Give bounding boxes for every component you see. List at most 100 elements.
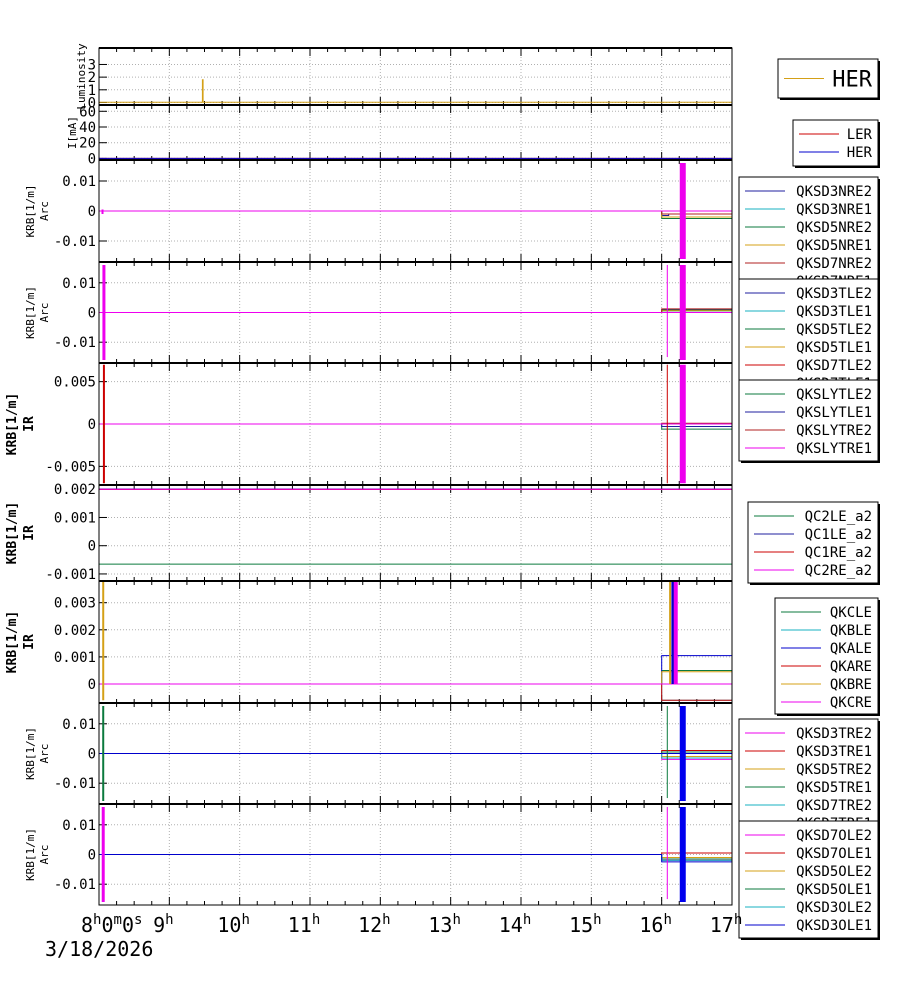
- series-line-qksd7ole2: [99, 854, 732, 861]
- y-tick-label: 0: [88, 306, 96, 322]
- y-tick-label: 0.003: [54, 596, 96, 612]
- legend-label-qksd3nre1: QKSD3NRE1: [796, 202, 872, 218]
- legend-box: [738, 176, 879, 292]
- legend-label-qc1le_a2: QC1LE_a2: [805, 527, 872, 543]
- series-line-qkbre: [99, 671, 732, 685]
- legend-box: [792, 119, 879, 167]
- series-line-qksd3ole1: [99, 854, 732, 863]
- legend-label-qksd3nre2: QKSD3NRE2: [796, 184, 872, 200]
- y-tick-label: 20: [79, 136, 96, 152]
- legend-label-qkale: QKALE: [830, 641, 872, 657]
- legend-label-qkcre: QKCRE: [830, 695, 872, 711]
- y-tick-label: 3: [88, 57, 96, 73]
- legend-label-qkare: QKARE: [830, 659, 872, 675]
- y-tick-label: -0.01: [54, 234, 96, 250]
- legend: QKSD3NRE2 QKSD3NRE1 QKSD5NRE2 QKSD5NRE1 QKSD…: [738, 176, 880, 293]
- panel-frame: [98, 104, 733, 161]
- legend: QKSD7OLE2 QKSD7OLE1 QKSD5OLE2 QKSD5OLE1 QKSD…: [738, 820, 880, 940]
- legend-label-qksd3tre1: QKSD3TRE1: [796, 744, 872, 760]
- y-axis-label: Luminosity: [75, 43, 88, 110]
- legend-label-qksd5nre2: QKSD5NRE2: [796, 220, 872, 236]
- y-tick-label: 60: [79, 104, 96, 120]
- x-tick-label: 8h0m0s: [81, 912, 142, 937]
- legend-label-qksd7ole2: QKSD7OLE2: [796, 828, 872, 844]
- series-line-qksd5nre1: [99, 210, 732, 218]
- legend: LER HER: [792, 119, 880, 168]
- y-tick-label: -0.01: [54, 877, 96, 893]
- series-line-qksd5nre2: [99, 210, 732, 219]
- legend-label-qksd5ole2: QKSD5OLE2: [796, 864, 872, 880]
- legend-label-qksd7ole1: QKSD7OLE1: [796, 846, 872, 862]
- x-tick-label: 13h: [428, 912, 461, 937]
- y-axis-label: KRB[1/m]: [5, 393, 20, 456]
- panel-qc: 0.002 0.001 0 -0.001 KRB[1/m] IR QC2LE_a2 QC1LE…: [5, 482, 880, 585]
- legend-label-qc2le_a2: QC2LE_a2: [805, 509, 872, 525]
- y-axis-sublabel: IR: [22, 634, 37, 650]
- legend-box: [774, 597, 879, 715]
- series-line-qksd5ole1: [99, 854, 732, 860]
- legend: QKSD3TLE2 QKSD3TLE1 QKSD5TLE2 QKSD5TLE1 QKSD…: [738, 278, 880, 395]
- y-tick-label: 1: [88, 83, 96, 99]
- x-tick-label: 14h: [499, 912, 532, 937]
- x-tick-label: 15h: [569, 912, 602, 937]
- y-axis-sublabel: IR: [22, 416, 37, 432]
- y-tick-label: 0.01: [62, 276, 96, 292]
- legend-label-her: HER: [847, 145, 873, 161]
- y-tick-label: -0.01: [54, 335, 96, 351]
- y-axis-label: KRB[1/m]: [24, 828, 37, 881]
- legend-label-qkslytle2: QKSLYTLE2: [796, 387, 872, 403]
- series-line-qkslytle2: [99, 423, 732, 430]
- y-tick-label: 0.002: [54, 482, 96, 498]
- y-axis-sublabel: IR: [22, 525, 37, 541]
- y-axis-label: KRB[1/m]: [24, 727, 37, 780]
- y-tick-label: 0.01: [62, 174, 96, 190]
- legend: QKCLE QKBLE QKALE QKARE QKBRE QKCRE: [774, 597, 880, 716]
- legend-label-qksd7tle2: QKSD7TLE2: [796, 358, 872, 374]
- legend: HER: [777, 58, 880, 100]
- legend-label-ler: LER: [847, 127, 873, 143]
- legend: QC2LE_a2 QC1LE_a2 QC1RE_a2 QC2RE_a2: [747, 501, 880, 585]
- legend-label-qksd5tre1: QKSD5TRE1: [796, 780, 872, 796]
- series-line-qkble: [99, 683, 732, 701]
- y-axis-sublabel: Arc: [38, 845, 51, 865]
- y-tick-label: 0.001: [54, 650, 96, 666]
- y-tick-label: 0.002: [54, 623, 96, 639]
- panel-frame: [98, 484, 733, 582]
- y-tick-label: -0.005: [45, 459, 96, 475]
- series-line-her: [99, 79, 732, 103]
- y-tick-label: 0.01: [62, 818, 96, 834]
- legend-label-qkcle: QKCLE: [830, 605, 872, 621]
- legend-label-qksd7nre2: QKSD7NRE2: [796, 256, 872, 272]
- series-line-qkcle: [99, 670, 732, 685]
- legend-label-qksd3tle1: QKSD3TLE1: [796, 304, 872, 320]
- legend-box: [738, 278, 879, 394]
- x-tick-label: 11h: [288, 912, 321, 937]
- y-axis-label: KRB[1/m]: [24, 185, 37, 238]
- legend-label-qksd5tle2: QKSD5TLE2: [796, 322, 872, 338]
- legend-label-qksd3tle2: QKSD3TLE2: [796, 286, 872, 302]
- legend-label-qksd3ole2: QKSD3OLE2: [796, 900, 872, 916]
- panel-kc: 0.003 0.002 0.001 0 KRB[1/m] IR QKCLE QKBLE QKAL…: [5, 580, 880, 716]
- date-label: 3/18/2026: [45, 937, 153, 961]
- panel-frame: [98, 580, 733, 704]
- x-tick-label: 16h: [639, 912, 672, 937]
- y-tick-label: 40: [79, 120, 96, 136]
- legend-label-qksd5nre1: QKSD5NRE1: [796, 238, 872, 254]
- y-tick-label: 0: [88, 747, 96, 763]
- y-tick-label: 0.005: [54, 375, 96, 391]
- series-line-qksd3nre1: [99, 210, 732, 218]
- legend: QKSLYTLE2 QKSLYTLE1 QKSLYTRE2 QKSLYTRE1: [738, 379, 880, 463]
- legend-label-qc1re_a2: QC1RE_a2: [805, 545, 872, 561]
- panel-sly: 0.005 0 -0.005 KRB[1/m] IR QKSLYTLE2 QKSLYTLE1…: [5, 362, 880, 486]
- y-axis-sublabel: Arc: [38, 201, 51, 221]
- y-tick-label: 0: [88, 204, 96, 220]
- legend-label-qc2re_a2: QC2RE_a2: [805, 563, 872, 579]
- y-tick-label: 0: [88, 677, 96, 693]
- y-axis-sublabel: Arc: [38, 303, 51, 323]
- legend-label-qkslytre2: QKSLYTRE2: [796, 423, 872, 439]
